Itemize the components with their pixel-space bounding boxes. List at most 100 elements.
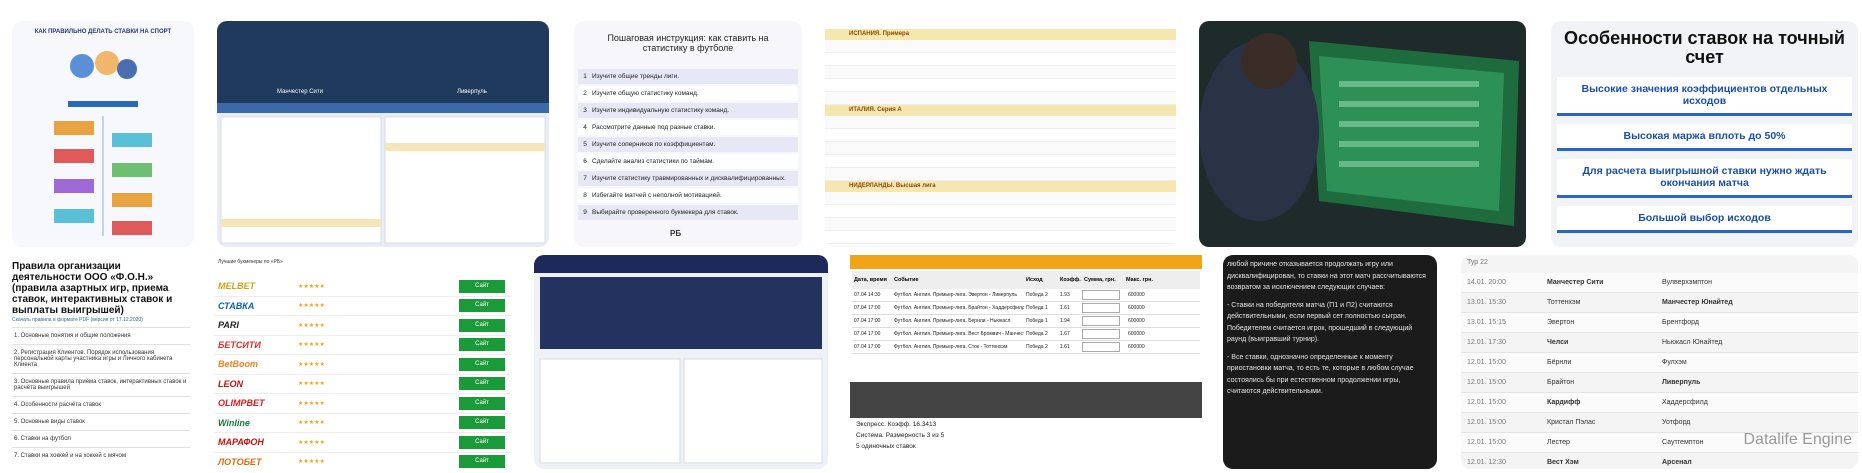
- fixture-date: 14.01. 20:00: [1467, 279, 1506, 286]
- rules-item: 1. Основные понятия и общие положения: [12, 327, 190, 344]
- image-photo[interactable]: [1199, 21, 1526, 247]
- image-fixtures[interactable]: Тур 22 14.01. 20:00 Манчестер Сити Вулверх…: [1461, 255, 1858, 469]
- image-rules-text[interactable]: любой причине отказывается продолжать иг…: [1223, 255, 1437, 469]
- fixture-home: Кристал Пэлас: [1547, 419, 1596, 426]
- step: 3 Изучите индивидуальную статистику коман…: [578, 103, 798, 118]
- fixture-date: 12.01. 15:00: [1467, 419, 1506, 426]
- rating: ★★★★★: [298, 342, 325, 349]
- column-header: Коэфф.: [1060, 277, 1081, 283]
- fixture-home: Лестер: [1547, 439, 1570, 446]
- bet-option[interactable]: Система. Размерность 3 из 5: [856, 432, 945, 439]
- fixture-date: 12.01. 17:30: [1467, 339, 1506, 346]
- coupon-cell: Футбол. Англия. Премьер-лига. Брайтон - …: [894, 305, 1024, 311]
- step-number: 2: [583, 90, 587, 97]
- fixture-row: 12.01. 15:00 Кристал Пэлас Уотфорд: [1461, 413, 1858, 433]
- stake-input: [1082, 316, 1120, 326]
- coupon-cell: 1.61: [1060, 305, 1070, 311]
- image-league-table[interactable]: ИСПАНИЯ. Примера ИТАЛИЯ. Серия А НИДЕРЛАНД…: [825, 21, 1176, 247]
- step-text: Изучите общие тренды лиги.: [592, 73, 680, 80]
- step-number: 9: [583, 209, 587, 216]
- league-row: [825, 231, 1176, 244]
- step-number: 3: [583, 107, 587, 114]
- feature-item: Для расчета выигрышной ставки нужно ждат…: [1557, 159, 1852, 198]
- site-button[interactable]: Сайт: [459, 357, 505, 371]
- league-row: [825, 192, 1176, 205]
- site-button[interactable]: Сайт: [459, 279, 505, 293]
- fixture-row: 12.01. 15:00 Брайтон Ливерпуль: [1461, 373, 1858, 393]
- fixture-date: 13.01. 15:15: [1467, 319, 1506, 326]
- features-title: Особенности ставок на точный счет: [1564, 28, 1845, 67]
- coupon-cell: Победа 2: [1026, 331, 1048, 337]
- coupon-cell: Футбол. Англия. Премьер-лига. Бернли - Н…: [894, 318, 1011, 324]
- fixture-date: 12.01. 15:00: [1467, 439, 1506, 446]
- rules-item: 5. Основные виды ставок: [12, 413, 190, 430]
- infographic-title: КАК ПРАВИЛЬНО ДЕЛАТЬ СТАВКИ НА СПОРТ: [34, 29, 172, 35]
- image-infographic[interactable]: КАК ПРАВИЛЬНО ДЕЛАТЬ СТАВКИ НА СПОРТ: [12, 21, 194, 247]
- bookmaker-row: МАРАФОН ★★★★★ Сайт: [214, 433, 511, 453]
- coupon-cell: Победа 1: [1026, 318, 1048, 324]
- step-text: Изучите статистику травмированных и диск…: [592, 175, 786, 182]
- coupon-cell: Победа 2: [1026, 344, 1048, 350]
- rules-title: Правила организации деятельности ООО «Ф.…: [12, 261, 173, 316]
- feature-item: Высокая маржа вплоть до 50%: [1557, 124, 1852, 151]
- coupon-cell: Футбол. Англия. Премьер-лига. Эвертон - …: [894, 292, 1017, 298]
- image-rules[interactable]: Правила организации деятельности ООО «Ф.…: [12, 255, 190, 469]
- image-instruction[interactable]: Пошаговая инструкция: как ставить на ста…: [574, 21, 802, 247]
- feature-item: Большой выбор исходов: [1557, 206, 1852, 233]
- league-list: ИСПАНИЯ. Примера ИТАЛИЯ. Серия А НИДЕРЛАНД…: [825, 29, 1176, 247]
- image-features[interactable]: Особенности ставок на точный счет Высоки…: [1551, 21, 1858, 247]
- coupon-cell: 1.67: [1060, 331, 1070, 337]
- fixture-away: Уотфорд: [1662, 419, 1691, 426]
- rules-text: любой причине отказывается продолжать иг…: [1227, 259, 1433, 404]
- league-row: [825, 155, 1176, 168]
- instruction-steps: 1 Изучите общие тренды лиги. 2 Изучите общу…: [578, 69, 798, 222]
- site-button[interactable]: Сайт: [459, 338, 505, 352]
- fixture-row: 12.01. 15:00 Кардифф Хаддерсфилд: [1461, 393, 1858, 413]
- fixtures-heading: Тур 22: [1467, 259, 1488, 266]
- fixture-home: Брайтон: [1547, 379, 1575, 386]
- stake-input: [1082, 342, 1120, 352]
- site-button[interactable]: Сайт: [459, 416, 505, 430]
- site-button[interactable]: Сайт: [459, 435, 505, 449]
- step: 1 Изучите общие тренды лиги.: [578, 69, 798, 84]
- image-live-match[interactable]: Манчестер Сити Ливерпуль: [217, 21, 549, 247]
- image-bet-screen[interactable]: [534, 255, 828, 469]
- league-row: [825, 66, 1176, 79]
- fixture-home: Эвертон: [1547, 319, 1575, 326]
- coupon-cell: 600000: [1128, 344, 1145, 350]
- step: 5 Изучите соперников по коэффициентам.: [578, 137, 798, 152]
- logo: РБ: [670, 229, 682, 238]
- column-header: Событие: [894, 277, 919, 283]
- site-button[interactable]: Сайт: [459, 455, 505, 469]
- site-button[interactable]: Сайт: [459, 299, 505, 313]
- bookmaker-brand: ЛОТОБЕТ: [218, 456, 262, 467]
- site-button[interactable]: Сайт: [459, 377, 505, 391]
- bookmaker-row: LEON ★★★★★ Сайт: [214, 375, 511, 394]
- away-team: Ливерпуль: [457, 89, 487, 95]
- rating: ★★★★★: [298, 303, 325, 310]
- infographic-art: [54, 51, 152, 236]
- image-coupon[interactable]: Дата, время Событие Исход Коэфф. Сумма, грн.…: [850, 255, 1202, 469]
- rules-item: 7. Ставки на хоккей и на хоккей с мячом: [12, 447, 190, 464]
- bet-option[interactable]: Экспресс. Коэфф. 16.3413: [856, 421, 937, 428]
- image-bookmakers[interactable]: Лучшие букмекеры по «РБ» MELBET ★★★★★ Сайт…: [214, 255, 511, 469]
- rating: ★★★★★: [298, 283, 325, 290]
- coupon-table: Дата, время Событие Исход Коэфф. Сумма, грн.…: [852, 271, 1200, 354]
- rules-item: 2. Регистрация Клиентов. Порядок использ…: [12, 344, 190, 373]
- rules-list: 1. Основные понятия и общие положения 2. …: [12, 327, 190, 464]
- site-button[interactable]: Сайт: [459, 318, 505, 332]
- coupon-row: 07.04 17:00 Футбол. Англия. Премьер-лига.…: [852, 302, 1200, 315]
- rating: ★★★★★: [298, 361, 325, 368]
- site-button[interactable]: Сайт: [459, 396, 505, 410]
- coupon-cell: 1.61: [1060, 344, 1070, 350]
- instruction-title: Пошаговая инструкция: как ставить на ста…: [607, 33, 769, 53]
- bookmaker-brand: BetBoom: [218, 359, 258, 370]
- rules-download[interactable]: Скачать правила в формате PDF (версия от…: [12, 317, 143, 323]
- fixture-home: Кардифф: [1547, 399, 1581, 406]
- step-number: 6: [583, 158, 587, 165]
- bookmaker-row: БЕТСИТИ ★★★★★ Сайт: [214, 336, 511, 355]
- step: 9 Выбирайте проверенного букмекера для ст…: [578, 205, 798, 220]
- bet-option[interactable]: 5 одиночных ставок: [856, 443, 916, 450]
- coupon-cell: 1.93: [1060, 292, 1070, 298]
